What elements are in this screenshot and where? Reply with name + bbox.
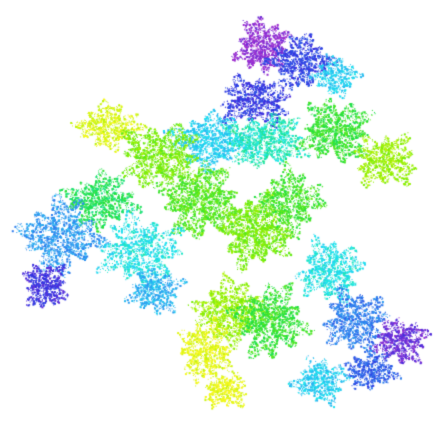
fractal-canvas [0, 0, 439, 434]
